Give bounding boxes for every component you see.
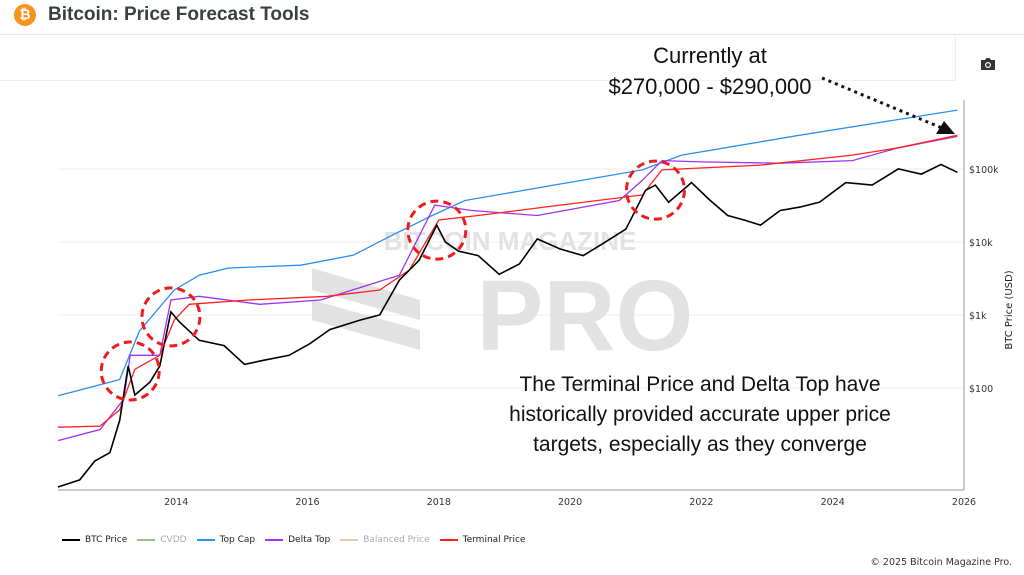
watermark: BITCOIN MAGAZINE PRO [312,226,693,372]
watermark-emblem [312,268,420,350]
legend-item[interactable]: BTC Price [62,535,127,545]
page-title: Bitcoin: Price Forecast Tools [48,4,310,25]
legend-swatch [265,539,284,541]
x-tick-label: 2022 [689,497,713,508]
current-range-line1: Currently at [653,43,767,68]
highlight-circle [406,199,468,261]
legend-swatch [439,539,458,541]
toolbar-divider-vertical [955,35,956,81]
legend-label: Terminal Price [462,535,526,545]
y-axis-label: BTC Price (USD) [1004,270,1015,349]
camera-icon[interactable] [980,57,996,71]
highlight-circles [99,159,686,402]
y-tick-label: $1k [969,311,987,322]
legend-swatch [62,539,80,541]
series-line-delta-top [57,135,958,442]
x-tick-label: 2018 [427,497,451,508]
x-tick-label: 2016 [295,497,319,508]
header: ₿ Bitcoin: Price Forecast Tools [0,0,1024,35]
current-range-line2: $270,000 - $290,000 [608,74,812,99]
legend-item[interactable]: Delta Top [265,535,330,545]
y-tick-label: $100 [969,384,993,395]
legend-label: CVDD [160,535,187,545]
legend-swatch [340,539,359,541]
x-tick-label: 2014 [164,497,188,508]
legend-swatch [137,539,156,541]
x-tick-label: 2026 [952,497,976,508]
highlight-circle [140,286,202,348]
legend-label: Delta Top [288,535,331,545]
x-tick-label: 2024 [821,497,845,508]
series-line-btc-price [57,163,958,488]
legend-item[interactable]: CVDD [137,535,187,545]
legend-item[interactable]: Terminal Price [439,535,526,545]
y-tick-label: $10k [969,238,993,249]
series-line-terminal-price [57,134,958,428]
legend-label: Balanced Price [363,535,430,545]
x-tick-label: 2020 [558,497,582,508]
current-range-annotation: Currently at $270,000 - $290,000 [560,40,860,102]
axes: $100 $1k $10k $100k 2014 2016 2018 2020 2022 2024… [58,100,999,508]
y-tick-label: $100k [969,165,999,176]
watermark-line2: PRO [477,260,694,372]
grid [58,168,964,389]
highlight-circle [624,159,686,221]
legend: BTC Price CVDD Top Cap Delta Top Balanced Pr… [62,535,525,545]
legend-swatch [196,539,215,541]
toolbar-divider [0,80,955,81]
note-annotation: The Terminal Price and Delta Top have hi… [509,373,891,456]
pointer-arrow-line [821,76,943,130]
pointer-arrow-head [936,121,955,134]
highlight-circle [99,340,161,402]
copyright: © 2025 Bitcoin Magazine Pro. [870,557,1012,568]
legend-label: BTC Price [85,535,128,545]
legend-item[interactable]: Top Cap [196,535,256,545]
bitcoin-logo-icon: ₿ [14,4,36,26]
legend-item[interactable]: Balanced Price [340,535,430,545]
legend-label: Top Cap [219,535,256,545]
